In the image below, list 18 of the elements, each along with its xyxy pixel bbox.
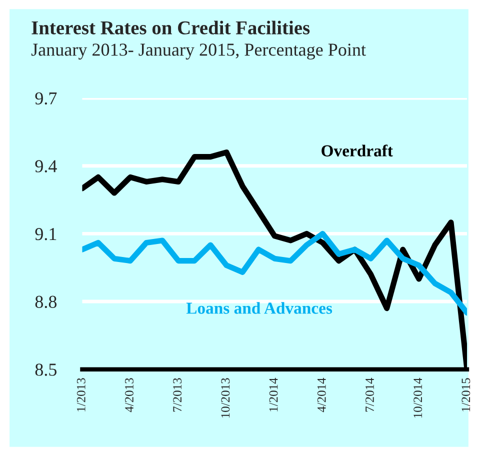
x-tick-label: 4/2013 bbox=[125, 378, 134, 412]
x-tick-label: 4/2014 bbox=[317, 378, 326, 412]
y-tick-label: 8.5 bbox=[35, 364, 57, 376]
y-tick-label: 9.7 bbox=[35, 92, 57, 105]
x-tick-label: 1/2013 bbox=[76, 378, 86, 412]
x-tick-label: 1/2014 bbox=[269, 378, 278, 412]
y-tick-label: 9.1 bbox=[35, 228, 56, 240]
x-tick-label: 7/2013 bbox=[173, 378, 182, 412]
chart-subtitle: January 2013- January 2015, Percentage Point bbox=[31, 44, 366, 60]
y-tick-label: 9.4 bbox=[35, 160, 57, 172]
chart-title: Interest Rates on Credit Facilities bbox=[32, 20, 310, 34]
text: Loans and Advances bbox=[186, 302, 332, 314]
x-tick-label: 7/2014 bbox=[366, 378, 374, 412]
text: Overdraft bbox=[322, 144, 393, 156]
x-tick-label: 10/2014 bbox=[414, 378, 422, 418]
x-tick-label: 10/2013 bbox=[221, 378, 230, 418]
y-tick-label: 8.8 bbox=[35, 296, 57, 308]
x-tick-label: 1/2015 bbox=[462, 378, 470, 412]
